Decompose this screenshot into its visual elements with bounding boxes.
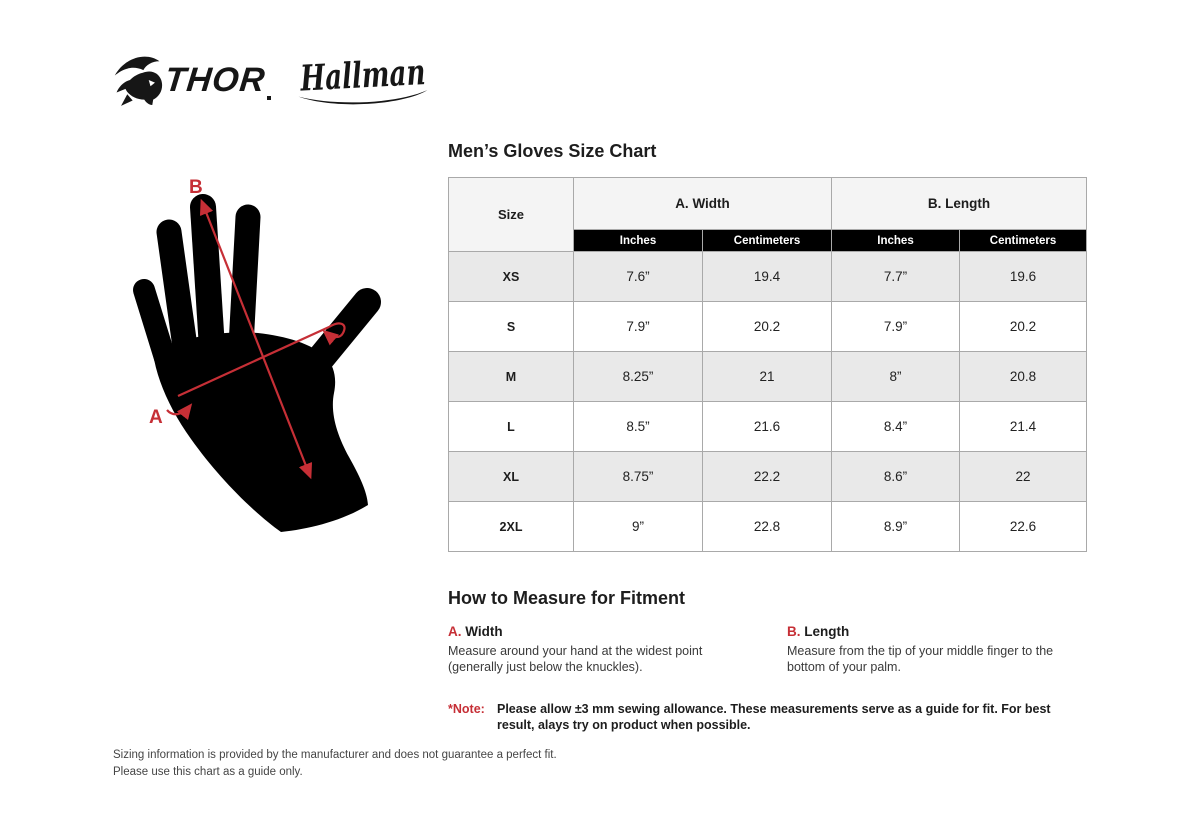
pinky-finger	[133, 279, 176, 369]
width-arrow-curl-right	[322, 322, 346, 346]
table-row: L 8.5” 21.6 8.4” 21.4	[448, 401, 1087, 452]
measure-length-block: B. Length Measure from the tip of your m…	[787, 624, 1087, 676]
note-text: Please allow ±3 mm sewing allowance. The…	[497, 702, 1051, 732]
ring-finger	[156, 219, 199, 367]
length-cm-value: 21.4	[959, 401, 1087, 452]
width-cm-value: 19.4	[702, 251, 832, 302]
table-row: M 8.25” 21 8” 20.8	[448, 351, 1087, 402]
length-cm-value: 22.6	[959, 501, 1087, 552]
page-title: Men’s Gloves Size Chart	[448, 141, 657, 161]
length-cm-value: 20.8	[959, 351, 1087, 402]
index-finger	[228, 204, 261, 359]
width-inches-value: 7.9”	[573, 301, 703, 352]
howto-heading: How to Measure for Fitment	[448, 588, 686, 608]
length-cm-value: 22	[959, 451, 1087, 502]
thor-goat-icon	[114, 56, 163, 106]
measure-width-title: A. Width	[448, 624, 760, 639]
size-label: M	[448, 351, 574, 402]
table-row: XS 7.6” 19.4 7.7” 19.6	[448, 251, 1087, 302]
column-header-size: Size	[448, 177, 574, 252]
length-inches-value: 8”	[831, 351, 960, 402]
length-cm-value: 20.2	[959, 301, 1087, 352]
width-cm-value: 22.2	[702, 451, 832, 502]
measure-length-letter: B.	[787, 624, 801, 639]
subheader-length-centimeters: Centimeters	[959, 229, 1087, 252]
table-row: XL 8.75” 22.2 8.6” 22	[448, 451, 1087, 502]
middle-finger	[190, 194, 225, 361]
note-block: *Note: Please allow ±3 mm sewing allowan…	[448, 702, 1086, 733]
hallman-logo-text: Hallman	[299, 52, 427, 100]
width-inches-value: 8.25”	[573, 351, 703, 402]
note-label: *Note:	[448, 702, 485, 716]
length-arrow-b	[199, 198, 313, 480]
subheader-length-inches: Inches	[831, 229, 960, 252]
size-label: 2XL	[448, 501, 574, 552]
subheader-width-inches: Inches	[573, 229, 703, 252]
measure-length-title: B. Length	[787, 624, 1087, 639]
width-cm-value: 20.2	[702, 301, 832, 352]
measure-width-block: A. Width Measure around your hand at the…	[448, 624, 760, 676]
glove-measurement-diagram: B A	[120, 160, 420, 540]
size-label: XS	[448, 251, 574, 302]
column-group-width: A. Width	[573, 177, 832, 230]
size-chart-table: Size A. Width B. Length Inches Centimete…	[448, 177, 1087, 552]
footer-line2: Please use this chart as a guide only.	[113, 765, 303, 778]
size-label: S	[448, 301, 574, 352]
measure-width-word: Width	[465, 624, 503, 639]
length-inches-value: 7.7”	[831, 251, 960, 302]
length-cm-value: 19.6	[959, 251, 1087, 302]
diagram-label-a: A	[149, 407, 163, 428]
length-inches-value: 8.6”	[831, 451, 960, 502]
thor-logo-text: THOR	[163, 61, 268, 99]
diagram-label-b: B	[189, 177, 203, 198]
table-row: 2XL 9” 22.8 8.9” 22.6	[448, 501, 1087, 552]
width-cm-value: 22.8	[702, 501, 832, 552]
size-label: XL	[448, 451, 574, 502]
measure-length-description: Measure from the tip of your middle fing…	[787, 644, 1054, 675]
width-line-a	[177, 325, 330, 398]
width-arrow-curl-left	[166, 403, 193, 421]
hallman-logo: Hallman	[293, 49, 433, 112]
thor-trademark-dot	[267, 96, 272, 100]
size-label: L	[448, 401, 574, 452]
width-inches-value: 7.6”	[573, 251, 703, 302]
length-inches-value: 8.9”	[831, 501, 960, 552]
column-group-length: B. Length	[831, 177, 1087, 230]
measurement-arrows	[166, 198, 346, 480]
brand-logos: THOR Hallman	[113, 50, 453, 110]
glove-silhouette	[133, 194, 381, 532]
length-inches-value: 7.9”	[831, 301, 960, 352]
length-inches-value: 8.4”	[831, 401, 960, 452]
table-row: S 7.9” 20.2 7.9” 20.2	[448, 301, 1087, 352]
measure-width-description: Measure around your hand at the widest p…	[448, 644, 703, 675]
width-cm-value: 21	[702, 351, 832, 402]
measure-width-letter: A.	[448, 624, 462, 639]
footer-line1: Sizing information is provided by the ma…	[113, 749, 557, 761]
width-inches-value: 8.75”	[573, 451, 703, 502]
measure-length-word: Length	[804, 624, 850, 639]
width-inches-value: 8.5”	[573, 401, 703, 452]
width-cm-value: 21.6	[702, 401, 832, 452]
subheader-width-centimeters: Centimeters	[702, 229, 832, 252]
width-inches-value: 9”	[573, 501, 703, 552]
footer-disclaimer: Sizing information is provided by the ma…	[113, 747, 557, 780]
